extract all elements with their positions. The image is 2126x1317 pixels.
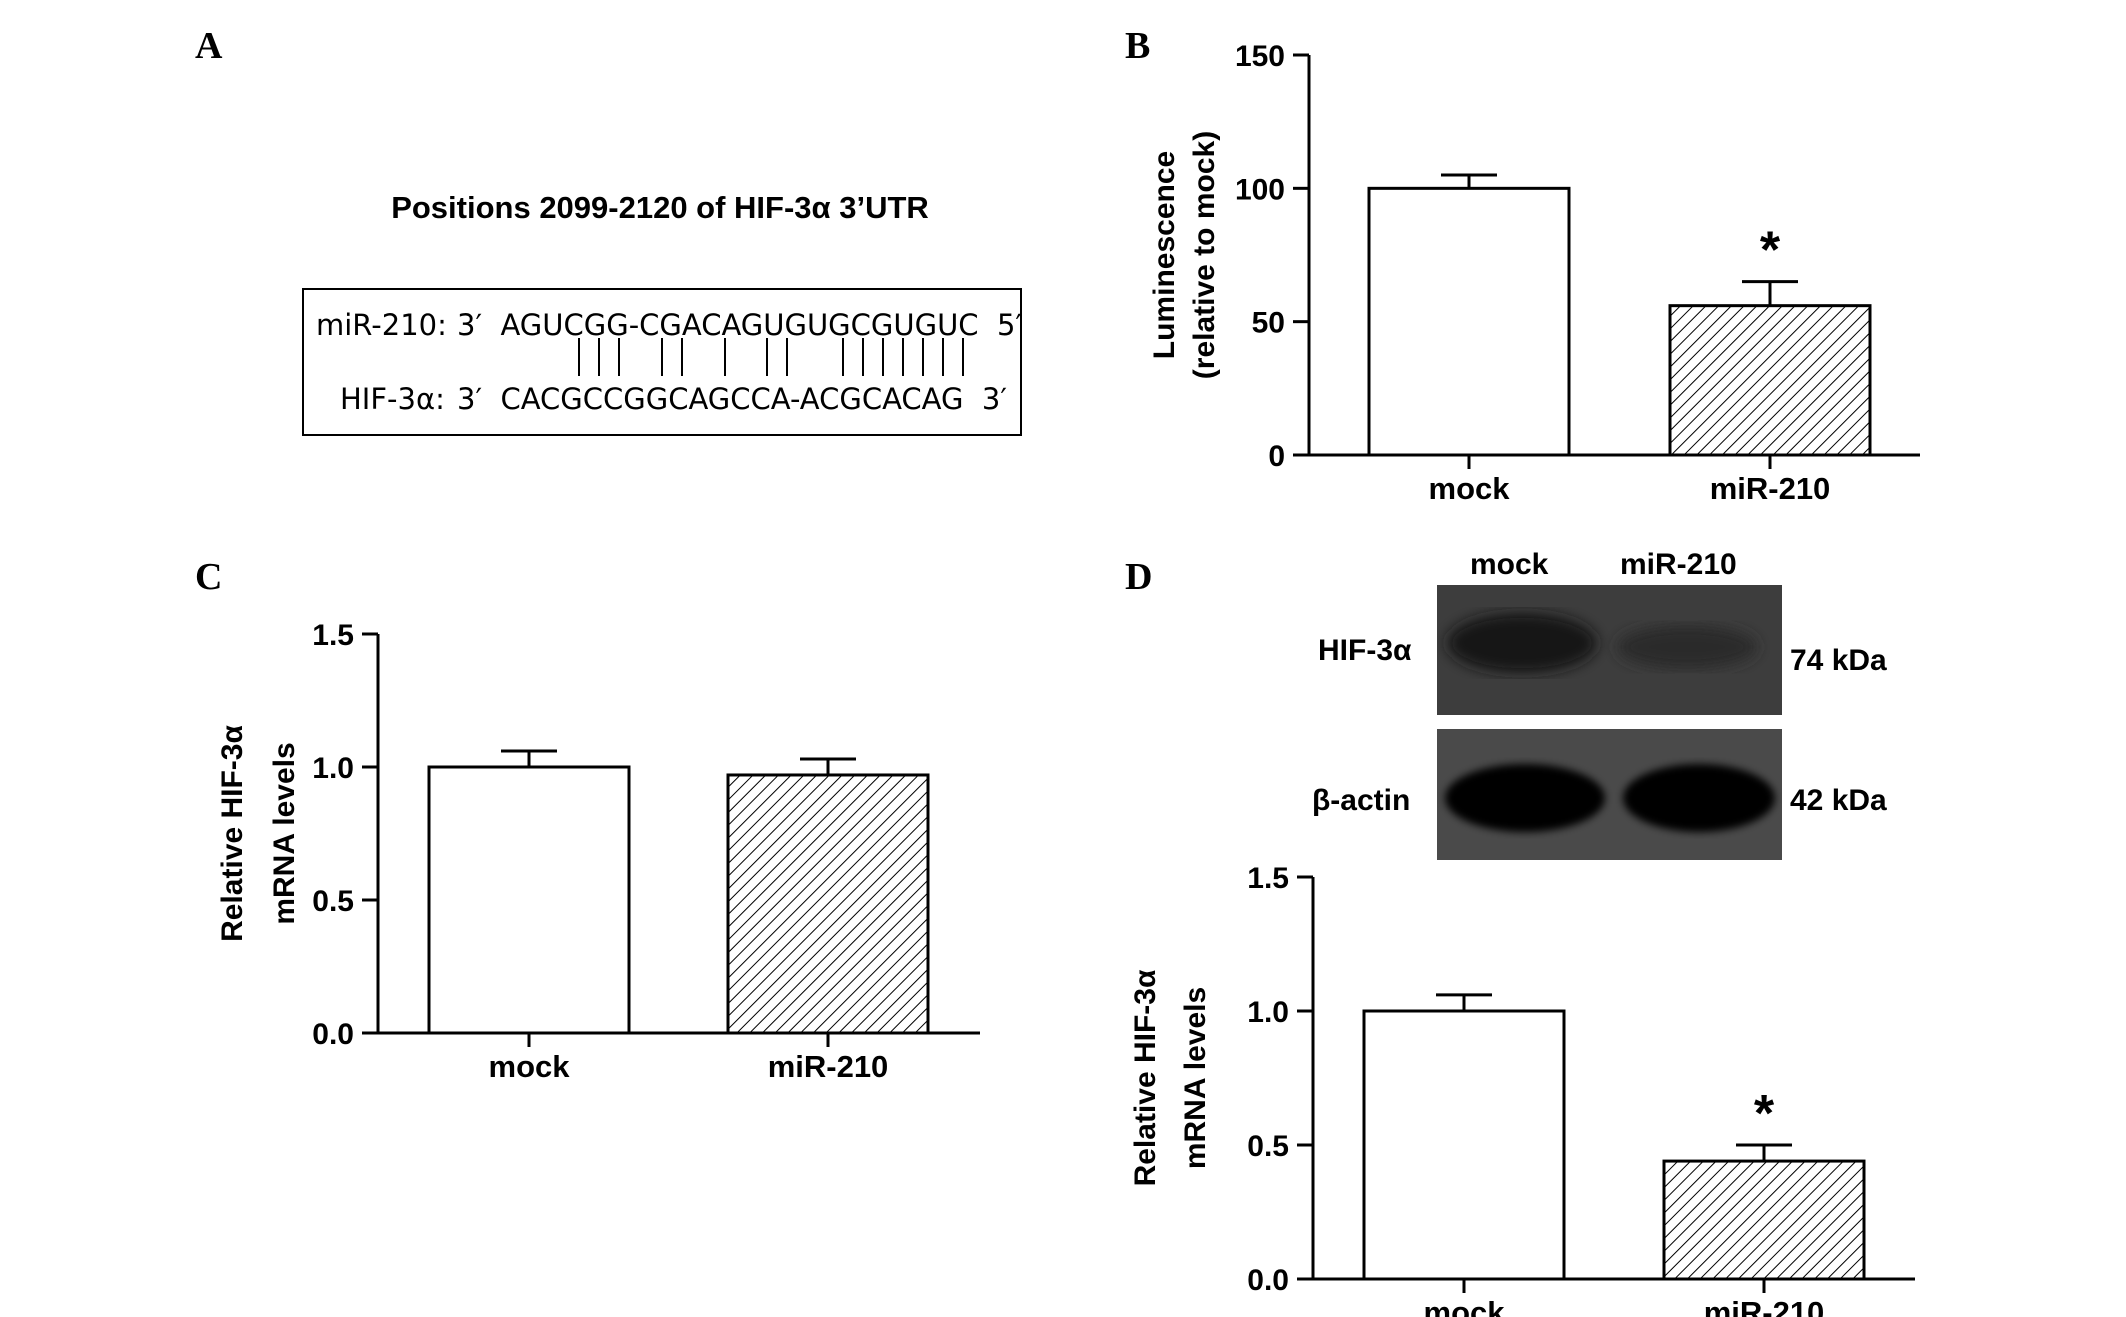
chart-d-y-tick-label: 1.0 (1247, 996, 1289, 1029)
chart-b-y-tick-label: 150 (1235, 40, 1285, 73)
chart-b-y-tick-label: 50 (1252, 307, 1285, 340)
chart-b-significance-marker: * (1760, 222, 1781, 280)
mir210-label: miR-210: (316, 308, 447, 342)
blot-band-actin-mir210 (1623, 764, 1775, 832)
blot-band-hif3a-mock (1447, 613, 1597, 673)
chart-b-bar-mir-210 (1668, 304, 1872, 457)
chart-d-y-axis-label: Relative HIF-3α (1129, 969, 1162, 1186)
base-pairing-bars (566, 338, 986, 378)
blot-size-bactin: 42 kDa (1790, 784, 1887, 817)
chart-b-x-tick-label: miR-210 (1710, 471, 1831, 506)
panel-c-letter: C (195, 556, 223, 598)
chart-c-x-tick-label: mock (489, 1049, 571, 1084)
chart-d-y-axis-label: mRNA levels (1179, 987, 1212, 1169)
chart-b-bar-mock (1367, 186, 1571, 457)
hif3a-sequence: 3′ CACGCCGGCAGCCA-ACGCACAG 3′ (457, 382, 1007, 416)
chart-c-y-axis-label: mRNA levels (268, 742, 301, 924)
hif3a-label: HIF-3α: (340, 382, 445, 416)
chart-c-y-tick-label: 0.0 (312, 1018, 354, 1051)
chart-d-x-tick-label: miR-210 (1704, 1295, 1825, 1317)
panel-d-letter: D (1125, 556, 1153, 598)
chart-b-y-axis-label: (relative to mock) (1188, 131, 1221, 379)
western-blot-image (1437, 585, 1782, 860)
chart-b-y-axis-label: Luminescence (1148, 151, 1181, 359)
panel-b-letter: B (1125, 25, 1151, 67)
chart-c-bar-mir-210 (726, 773, 930, 1035)
panel-a-letter: A (195, 25, 223, 67)
chart-c-y-tick-label: 0.5 (312, 885, 354, 918)
chart-d-y-tick-label: 0.0 (1247, 1264, 1289, 1297)
blot-row-label-bactin: β-actin (1312, 784, 1411, 817)
chart-c-y-tick-label: 1.5 (312, 619, 354, 652)
chart-d-y-tick-label: 0.5 (1247, 1130, 1289, 1163)
chart-d-y-tick-label: 1.5 (1247, 862, 1289, 895)
blot-lane-label-mock: mock (1470, 548, 1549, 581)
mir210-sequence: 3′ AGUCGG-CGACAGUGUGCGUGUC 5′ (457, 308, 1023, 342)
blot-row-label-hif3a: HIF-3α (1318, 634, 1412, 667)
blot-lane-label-mir210: miR-210 (1620, 548, 1737, 581)
chart-c-bar-mock (427, 765, 631, 1035)
chart-c-x-tick-label: miR-210 (768, 1049, 889, 1084)
chart-b-y-tick-label: 100 (1235, 173, 1285, 206)
blot-size-hif3a: 74 kDa (1790, 644, 1887, 677)
chart-c-y-axis-label: Relative HIF-3α (216, 725, 249, 942)
chart-d-bar-mock (1362, 1009, 1566, 1281)
chart-d-bar-mir-210 (1662, 1159, 1866, 1281)
alignment-title: Positions 2099-2120 of HIF-3α 3’UTR (391, 190, 929, 225)
chart-c-y-tick-label: 1.0 (312, 752, 354, 785)
chart-d-x-tick-label: mock (1424, 1295, 1506, 1317)
chart-b-y-tick-label: 0 (1268, 440, 1285, 473)
chart-d-significance-marker: * (1754, 1085, 1775, 1143)
blot-band-actin-mock (1445, 764, 1605, 832)
blot-band-hif3a-mir210 (1617, 625, 1757, 669)
chart-b-x-tick-label: mock (1429, 471, 1511, 506)
alignment-box: miR-210: 3′ AGUCGG-CGACAGUGUGCGUGUC 5′ H… (302, 288, 1022, 436)
